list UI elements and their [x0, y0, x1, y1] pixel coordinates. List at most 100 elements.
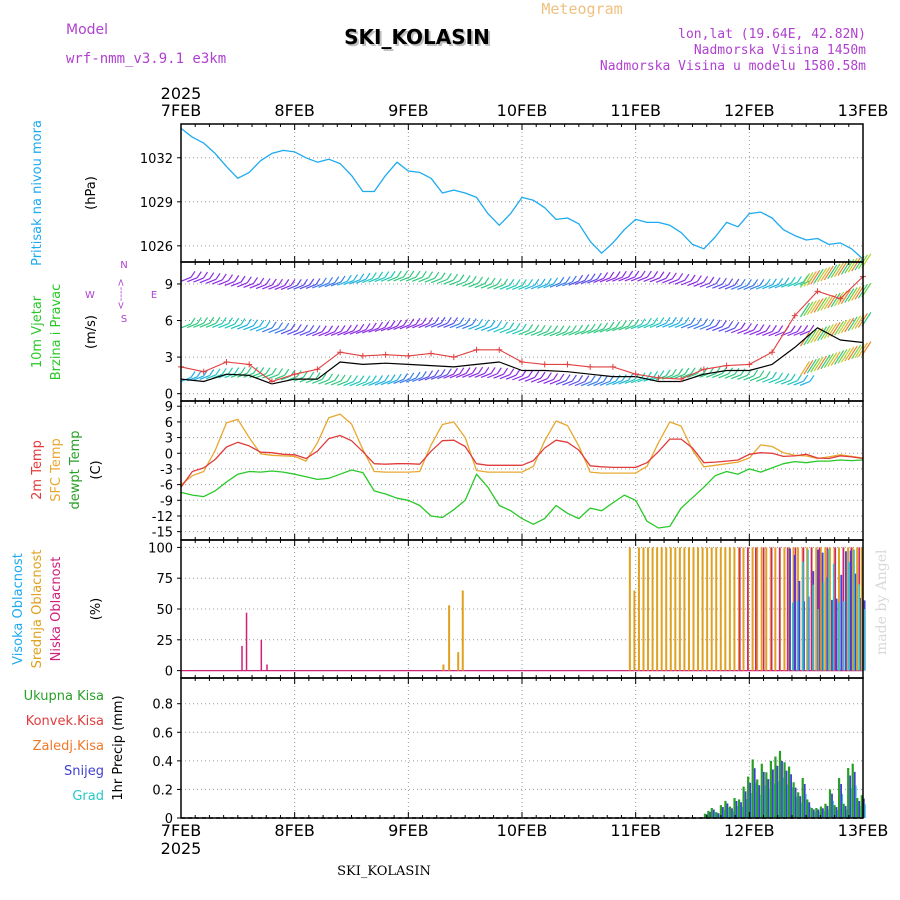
- wind-barb: [349, 329, 361, 335]
- y-tick-label: 75: [156, 572, 173, 587]
- precip-total-bar: [774, 756, 777, 818]
- precip-total-bar: [856, 798, 859, 818]
- cloud-unit: (%): [89, 598, 104, 621]
- precip-grad-bar: [791, 787, 793, 818]
- wind-barb: [746, 279, 752, 286]
- wind-barb: [705, 372, 717, 378]
- precip-total-bar: [815, 808, 818, 818]
- wind-barb: [362, 328, 373, 334]
- wind-barb: [793, 281, 804, 287]
- wind-barb: [546, 278, 552, 285]
- precip-total-bar: [783, 762, 786, 818]
- wind-barb: [549, 379, 561, 385]
- wind-barb: [721, 277, 727, 285]
- wind-barb: [199, 278, 210, 284]
- wind-barb-strong: [847, 257, 858, 273]
- precip-snow-bar: [835, 807, 838, 818]
- wind-barb: [628, 270, 634, 278]
- wind-barb: [371, 375, 377, 382]
- wind-barb: [215, 272, 221, 280]
- wind-barb: [262, 373, 273, 379]
- cloud-cyan-bar: [858, 584, 860, 671]
- wind-barb: [330, 330, 342, 337]
- wind-barb: [568, 380, 579, 386]
- wind-barb: [543, 331, 554, 337]
- wind-barb: [643, 276, 654, 282]
- wind-barb: [334, 374, 340, 381]
- wind-barb: [246, 276, 252, 284]
- cloud-mid-bar: [669, 547, 672, 671]
- pressure-line: [180, 127, 864, 260]
- wind-barb: [190, 371, 196, 378]
- wind-barb: [774, 378, 786, 385]
- wind-barb: [534, 278, 540, 286]
- wind-barb: [534, 370, 540, 378]
- wind-barb: [318, 282, 329, 288]
- precip-total-bar: [751, 759, 754, 818]
- wind-barb: [459, 274, 465, 282]
- wind-barb-strong: [806, 358, 817, 374]
- wind-barb: [496, 367, 502, 375]
- wind-barb: [599, 380, 611, 386]
- wind-barb: [196, 370, 202, 378]
- wind-barb: [599, 277, 611, 283]
- cloud-low-bar: [241, 645, 243, 671]
- wind-barb: [587, 328, 598, 335]
- cloud-cyan-bar: [863, 608, 866, 671]
- wind-barb: [737, 284, 748, 290]
- wind-barb-strong: [810, 269, 821, 285]
- wind-barb: [284, 322, 290, 330]
- wind-barb: [634, 318, 640, 326]
- wind-barb: [312, 331, 323, 337]
- cloud-cyan-bar: [791, 602, 794, 671]
- wind-barb: [759, 370, 765, 378]
- wind-barb: [324, 331, 336, 337]
- precip-snow-bar: [771, 769, 774, 818]
- wind-barb: [374, 326, 386, 333]
- wind-barb: [193, 322, 204, 328]
- wind-barb: [393, 324, 404, 330]
- y-tick-label: 6: [165, 315, 173, 330]
- meteogram-label: Meteogram: [541, 0, 622, 18]
- cloud-mid-bar: [457, 652, 460, 671]
- y-tick-label: -3: [160, 463, 173, 478]
- x-tick-label-bottom: 9FEB: [388, 821, 428, 840]
- precip-snow-bar: [776, 765, 779, 818]
- wind-barb: [296, 324, 302, 331]
- wind-barb: [484, 319, 490, 327]
- dewpt-line: [180, 459, 864, 529]
- wind-barb: [574, 330, 586, 336]
- wind-barb: [690, 317, 696, 325]
- wind-barb: [296, 279, 302, 286]
- wind-barb: [543, 283, 554, 289]
- wind-barb: [384, 374, 390, 382]
- cloud-cyan-bar: [848, 562, 850, 671]
- wind-barb-strong: [823, 353, 834, 369]
- wind-barb: [755, 284, 767, 290]
- wind-barb: [512, 284, 523, 290]
- wind-barb: [268, 327, 279, 334]
- label-layer: 7FEB 7FEB 8FEB 8FEB 9FEB 9FEB 10FEB 10FEB 11FEB 1…: [11, 101, 888, 840]
- wind-barb: [799, 380, 811, 386]
- x-tick-label-bottom: 8FEB: [274, 821, 314, 840]
- wind-barb: [287, 284, 298, 290]
- wind-barb: [337, 330, 348, 336]
- wind-ylabel: 10m Vjetar: [30, 295, 45, 368]
- wind-barb: [330, 380, 342, 386]
- wind-barb: [768, 283, 779, 289]
- cloud-mid-ylabel: Srednja Oblacnost: [30, 550, 45, 669]
- wind-barb: [730, 284, 742, 290]
- precip-snow-bar: [794, 787, 797, 818]
- wind-barb: [499, 284, 511, 290]
- wind-barb: [459, 317, 465, 325]
- wind-barb: [205, 374, 217, 380]
- wind-barb: [193, 277, 204, 283]
- wind-barb: [399, 276, 411, 282]
- wind-barb: [565, 374, 571, 381]
- y-tick-label: 0.8: [152, 698, 173, 713]
- wind-barb: [778, 277, 784, 285]
- wind-barb: [365, 323, 371, 330]
- x-tick-label-bottom: 11FEB: [610, 821, 661, 840]
- wind-barb-strong: [803, 272, 814, 287]
- wind-barb: [599, 327, 611, 333]
